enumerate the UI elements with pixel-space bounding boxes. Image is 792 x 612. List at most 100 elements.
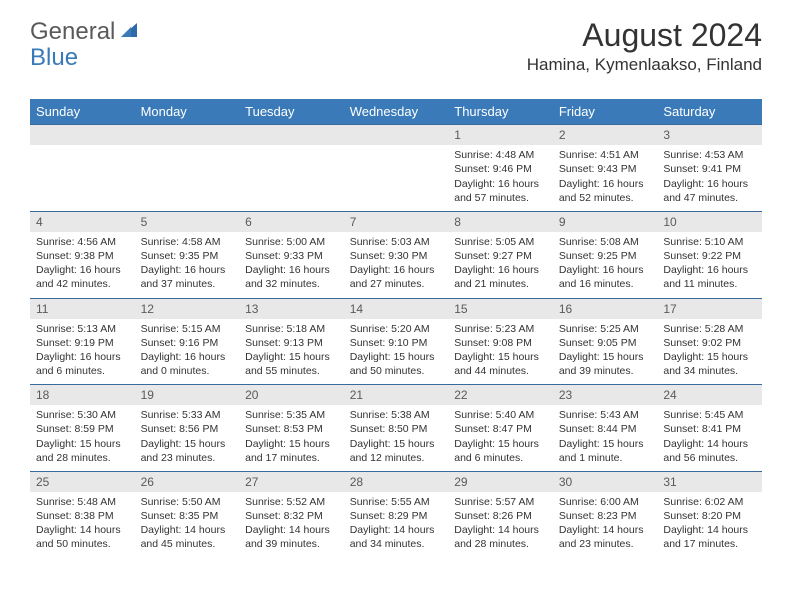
day-detail-line: Daylight: 15 hours — [454, 350, 547, 364]
weekday-header: Friday — [553, 99, 658, 125]
day-detail-line: Sunset: 9:30 PM — [350, 249, 443, 263]
day-detail-line: Sunrise: 6:02 AM — [663, 495, 756, 509]
day-detail-line: Sunrise: 5:40 AM — [454, 408, 547, 422]
day-detail-line: and 1 minute. — [559, 451, 652, 465]
day-detail-cell: Sunrise: 5:13 AMSunset: 9:19 PMDaylight:… — [30, 319, 135, 385]
day-detail-line: Sunrise: 5:35 AM — [245, 408, 338, 422]
day-detail-line: Sunrise: 5:20 AM — [350, 322, 443, 336]
day-detail-line: Sunset: 9:10 PM — [350, 336, 443, 350]
day-detail-row: Sunrise: 5:13 AMSunset: 9:19 PMDaylight:… — [30, 319, 762, 385]
day-detail-line: Sunrise: 5:05 AM — [454, 235, 547, 249]
day-detail-line: and 45 minutes. — [141, 537, 234, 551]
day-detail-line: Daylight: 15 hours — [559, 350, 652, 364]
day-detail-line: Sunset: 8:23 PM — [559, 509, 652, 523]
day-detail-line: and 57 minutes. — [454, 191, 547, 205]
weekday-header: Tuesday — [239, 99, 344, 125]
day-detail-cell: Sunrise: 4:48 AMSunset: 9:46 PMDaylight:… — [448, 145, 553, 211]
day-number-cell: 28 — [344, 471, 449, 492]
day-detail-line: Sunrise: 4:53 AM — [663, 148, 756, 162]
day-detail-line: and 17 minutes. — [245, 451, 338, 465]
day-number-cell: 19 — [135, 385, 240, 406]
day-detail-line: Sunset: 9:27 PM — [454, 249, 547, 263]
day-detail-line: Sunrise: 4:56 AM — [36, 235, 129, 249]
day-detail-cell — [30, 145, 135, 211]
day-detail-line: Sunrise: 5:43 AM — [559, 408, 652, 422]
day-detail-line: Sunrise: 5:52 AM — [245, 495, 338, 509]
day-detail-line: and 37 minutes. — [141, 277, 234, 291]
day-detail-line: Sunset: 8:20 PM — [663, 509, 756, 523]
day-detail-line: Sunset: 9:43 PM — [559, 162, 652, 176]
day-number-cell: 10 — [657, 211, 762, 232]
day-detail-line: Daylight: 15 hours — [663, 350, 756, 364]
day-detail-cell: Sunrise: 5:08 AMSunset: 9:25 PMDaylight:… — [553, 232, 658, 298]
day-detail-line: Daylight: 14 hours — [663, 523, 756, 537]
day-detail-line: Sunset: 9:38 PM — [36, 249, 129, 263]
day-detail-cell: Sunrise: 5:50 AMSunset: 8:35 PMDaylight:… — [135, 492, 240, 558]
day-detail-line: and 52 minutes. — [559, 191, 652, 205]
day-number-cell: 9 — [553, 211, 658, 232]
day-number-cell: 5 — [135, 211, 240, 232]
day-detail-line: Sunset: 9:16 PM — [141, 336, 234, 350]
day-detail-line: Daylight: 16 hours — [141, 263, 234, 277]
day-detail-line: Sunrise: 5:28 AM — [663, 322, 756, 336]
day-number-cell: 2 — [553, 125, 658, 146]
day-detail-cell: Sunrise: 5:38 AMSunset: 8:50 PMDaylight:… — [344, 405, 449, 471]
day-detail-line: Daylight: 16 hours — [36, 350, 129, 364]
day-number-cell: 12 — [135, 298, 240, 319]
day-detail-cell: Sunrise: 5:23 AMSunset: 9:08 PMDaylight:… — [448, 319, 553, 385]
day-detail-line: and 44 minutes. — [454, 364, 547, 378]
day-number-cell: 22 — [448, 385, 553, 406]
logo-line2: Blue — [30, 44, 78, 72]
day-detail-line: Daylight: 15 hours — [141, 437, 234, 451]
day-number-row: 45678910 — [30, 211, 762, 232]
day-number-cell: 15 — [448, 298, 553, 319]
day-detail-line: and 28 minutes. — [36, 451, 129, 465]
day-detail-line: Sunset: 9:46 PM — [454, 162, 547, 176]
location-text: Hamina, Kymenlaakso, Finland — [527, 55, 762, 75]
day-detail-line: and 56 minutes. — [663, 451, 756, 465]
day-detail-line: Daylight: 15 hours — [350, 350, 443, 364]
day-detail-line: and 47 minutes. — [663, 191, 756, 205]
day-detail-line: Sunrise: 5:15 AM — [141, 322, 234, 336]
day-detail-line: Sunrise: 5:55 AM — [350, 495, 443, 509]
day-detail-cell: Sunrise: 6:02 AMSunset: 8:20 PMDaylight:… — [657, 492, 762, 558]
day-number-cell — [30, 125, 135, 146]
day-number-cell: 8 — [448, 211, 553, 232]
day-detail-line: Sunset: 9:41 PM — [663, 162, 756, 176]
day-detail-line: Sunset: 8:53 PM — [245, 422, 338, 436]
day-number-cell: 20 — [239, 385, 344, 406]
day-detail-line: and 23 minutes. — [559, 537, 652, 551]
day-detail-line: Sunrise: 5:33 AM — [141, 408, 234, 422]
day-number-cell: 16 — [553, 298, 658, 319]
day-detail-line: and 32 minutes. — [245, 277, 338, 291]
day-number-cell: 11 — [30, 298, 135, 319]
day-detail-line: Sunset: 8:32 PM — [245, 509, 338, 523]
day-detail-line: Sunset: 9:05 PM — [559, 336, 652, 350]
header: General August 2024 Hamina, Kymenlaakso,… — [30, 18, 762, 75]
day-detail-line: and 23 minutes. — [141, 451, 234, 465]
day-detail-cell: Sunrise: 5:15 AMSunset: 9:16 PMDaylight:… — [135, 319, 240, 385]
day-detail-cell — [344, 145, 449, 211]
day-detail-line: Sunrise: 5:25 AM — [559, 322, 652, 336]
day-detail-line: Daylight: 14 hours — [36, 523, 129, 537]
day-detail-row: Sunrise: 5:30 AMSunset: 8:59 PMDaylight:… — [30, 405, 762, 471]
day-detail-cell: Sunrise: 5:35 AMSunset: 8:53 PMDaylight:… — [239, 405, 344, 471]
day-detail-line: Sunrise: 5:48 AM — [36, 495, 129, 509]
day-detail-line: Daylight: 16 hours — [559, 263, 652, 277]
day-detail-line: Daylight: 15 hours — [559, 437, 652, 451]
day-detail-line: Daylight: 15 hours — [245, 437, 338, 451]
day-detail-cell — [135, 145, 240, 211]
day-detail-line: Daylight: 14 hours — [663, 437, 756, 451]
day-detail-line: and 17 minutes. — [663, 537, 756, 551]
day-number-cell: 27 — [239, 471, 344, 492]
day-detail-cell: Sunrise: 5:18 AMSunset: 9:13 PMDaylight:… — [239, 319, 344, 385]
day-detail-line: and 42 minutes. — [36, 277, 129, 291]
day-detail-line: and 39 minutes. — [245, 537, 338, 551]
day-detail-line: Sunrise: 5:30 AM — [36, 408, 129, 422]
day-detail-line: Sunset: 8:35 PM — [141, 509, 234, 523]
day-detail-line: Sunrise: 5:45 AM — [663, 408, 756, 422]
weekday-header: Monday — [135, 99, 240, 125]
day-detail-line: and 39 minutes. — [559, 364, 652, 378]
day-detail-line: and 21 minutes. — [454, 277, 547, 291]
day-detail-line: Sunset: 9:19 PM — [36, 336, 129, 350]
